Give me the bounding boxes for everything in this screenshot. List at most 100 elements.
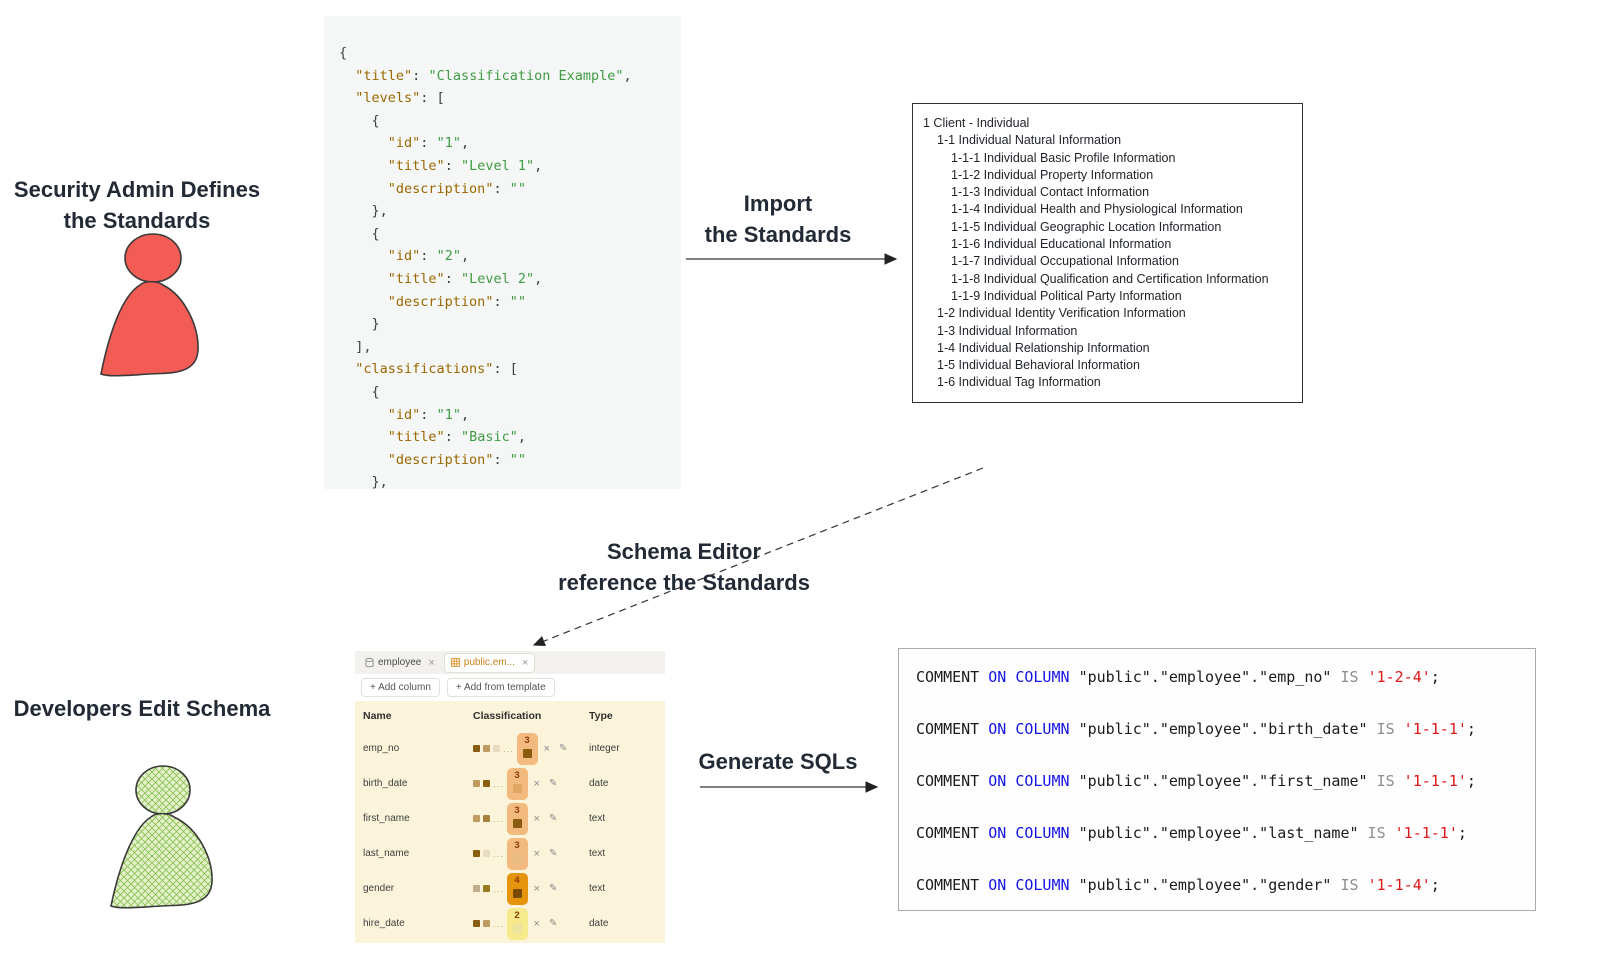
code-line: "description": "" <box>387 180 526 197</box>
remove-classification-icon[interactable]: × <box>543 742 550 755</box>
code-line: "title": "Basic", <box>387 429 526 446</box>
table-row[interactable]: first_name... 3 × ✎ text <box>355 801 665 836</box>
classification-cell: ... 3 × ✎ <box>473 837 589 870</box>
column-type: text <box>589 883 606 894</box>
level-badge-swatch <box>512 888 522 898</box>
code-line: "classifications": [ <box>355 361 518 378</box>
column-type: text <box>589 813 606 824</box>
remove-classification-icon[interactable]: × <box>533 882 540 895</box>
classification-cell: ... 3 × ✎ <box>473 802 589 835</box>
generated-sql-box: COMMENT ON COLUMN "public"."employee"."e… <box>898 648 1536 911</box>
edit-classification-icon[interactable]: ✎ <box>548 778 558 789</box>
edit-classification-icon[interactable]: ✎ <box>548 848 558 859</box>
level-badge[interactable]: 4 <box>506 872 528 905</box>
level-badge-number: 4 <box>514 874 520 886</box>
level-badge-number: 3 <box>514 839 520 851</box>
database-icon <box>365 657 374 667</box>
tree-item: 1-4 Individual Relationship Information <box>937 340 1150 355</box>
level-badge-number: 3 <box>514 769 520 781</box>
edit-classification-icon[interactable]: ✎ <box>548 813 558 824</box>
column-type: date <box>589 778 609 789</box>
developer-person-icon <box>110 765 213 909</box>
schema-rows: emp_no... 3 × ✎ integer birth_date... 3 × ✎ date f… <box>355 731 665 941</box>
table-row[interactable]: emp_no... 3 × ✎ integer <box>355 731 665 766</box>
level-badge-number: 3 <box>524 734 530 746</box>
table-row[interactable]: gender... 4 × ✎ text <box>355 871 665 906</box>
code-line: { <box>339 383 380 400</box>
column-name: first_name <box>363 813 410 824</box>
schema-editor-tabbar: employee × public.em... × <box>355 651 665 674</box>
code-line: } <box>339 316 380 333</box>
ellipsis-icon: ... <box>493 883 504 894</box>
ellipsis-icon: ... <box>493 918 504 929</box>
remove-classification-icon[interactable]: × <box>533 777 540 790</box>
tree-item: 1 Client - Individual <box>923 116 1030 130</box>
code-line: ], <box>339 338 372 355</box>
import-standards-label: Import the Standards <box>668 188 888 250</box>
tree-item: 1-1-4 Individual Health and Physiologica… <box>951 202 1243 217</box>
level-badge[interactable]: 2 <box>506 907 528 940</box>
edit-classification-icon[interactable]: ✎ <box>548 883 558 894</box>
column-name: gender <box>363 883 395 894</box>
tree-item: 1-3 Individual Information <box>937 323 1078 338</box>
sql-statement: COMMENT ON COLUMN "public"."employee"."f… <box>916 772 1476 790</box>
classification-chip <box>483 815 490 822</box>
security-admin-label: Security Admin Defines the Standards <box>6 174 268 236</box>
level-badge[interactable]: 3 <box>506 837 528 870</box>
close-tab-icon[interactable]: × <box>521 656 529 669</box>
edit-classification-icon[interactable]: ✎ <box>548 918 558 929</box>
level-badge[interactable]: 3 <box>506 802 528 835</box>
classification-chip <box>473 920 480 927</box>
generate-sqls-label: Generate SQLs <box>698 749 858 774</box>
sql-statement: COMMENT ON COLUMN "public"."employee"."l… <box>916 824 1467 842</box>
schema-editor-panel: employee × public.em... × + Add column +… <box>355 651 665 943</box>
level-badge-swatch <box>512 818 522 828</box>
classification-cell: ... 3 × ✎ <box>473 767 589 800</box>
add-column-button[interactable]: + Add column <box>361 678 440 697</box>
level-badge[interactable]: 3 <box>516 732 538 765</box>
classification-chip <box>473 885 480 892</box>
tree-item: 1-1-3 Individual Contact Information <box>951 185 1150 200</box>
tree-item: 1-1-6 Individual Educational Information <box>951 237 1172 252</box>
schema-table-header: Name Classification Type <box>355 701 665 731</box>
classification-chip <box>483 745 490 752</box>
schema-editor-toolbar: + Add column + Add from template <box>355 674 665 701</box>
level-badge-swatch <box>512 783 522 793</box>
classification-chip <box>483 885 490 892</box>
ellipsis-icon: ... <box>503 743 514 754</box>
code-line: "title": "Level 2", <box>387 270 543 287</box>
tab-public-employee[interactable]: public.em... × <box>443 652 536 673</box>
code-line: "levels": [ <box>355 90 445 107</box>
code-line: "id": "2", <box>387 248 470 265</box>
reference-standards-label: Schema Editor reference the Standards <box>556 536 812 598</box>
json-code-content: { "title": "Classification Example", "le… <box>324 16 681 494</box>
ellipsis-icon: ... <box>493 813 504 824</box>
close-tab-icon[interactable]: × <box>428 656 435 669</box>
level-badge[interactable]: 3 <box>506 767 528 800</box>
sql-statement: COMMENT ON COLUMN "public"."employee"."b… <box>916 720 1476 738</box>
header-type: Type <box>589 710 613 722</box>
table-row[interactable]: birth_date... 3 × ✎ date <box>355 766 665 801</box>
code-line: }, <box>339 203 388 220</box>
classification-tree: 1 Client - Individual 1-1 Individual Natu… <box>923 115 1296 392</box>
table-row[interactable]: hire_date... 2 × ✎ date <box>355 906 665 941</box>
remove-classification-icon[interactable]: × <box>533 917 540 930</box>
remove-classification-icon[interactable]: × <box>533 812 540 825</box>
tab-label: public.em... <box>463 657 515 668</box>
classification-chip <box>483 850 490 857</box>
code-line: "id": "1", <box>387 406 470 423</box>
table-icon <box>450 658 460 667</box>
tab-employee[interactable]: employee × <box>359 654 441 672</box>
classification-chip <box>473 780 480 787</box>
classification-chip <box>483 780 490 787</box>
code-line: }, <box>339 474 388 491</box>
tree-item: 1-5 Individual Behavioral Information <box>937 358 1140 373</box>
remove-classification-icon[interactable]: × <box>533 847 540 860</box>
header-name: Name <box>363 710 392 722</box>
sql-statement: COMMENT ON COLUMN "public"."employee"."g… <box>916 876 1440 894</box>
add-from-template-button[interactable]: + Add from template <box>446 678 555 697</box>
table-row[interactable]: last_name... 3 × ✎ text <box>355 836 665 871</box>
edit-classification-icon[interactable]: ✎ <box>558 743 568 754</box>
code-line: { <box>339 112 380 129</box>
